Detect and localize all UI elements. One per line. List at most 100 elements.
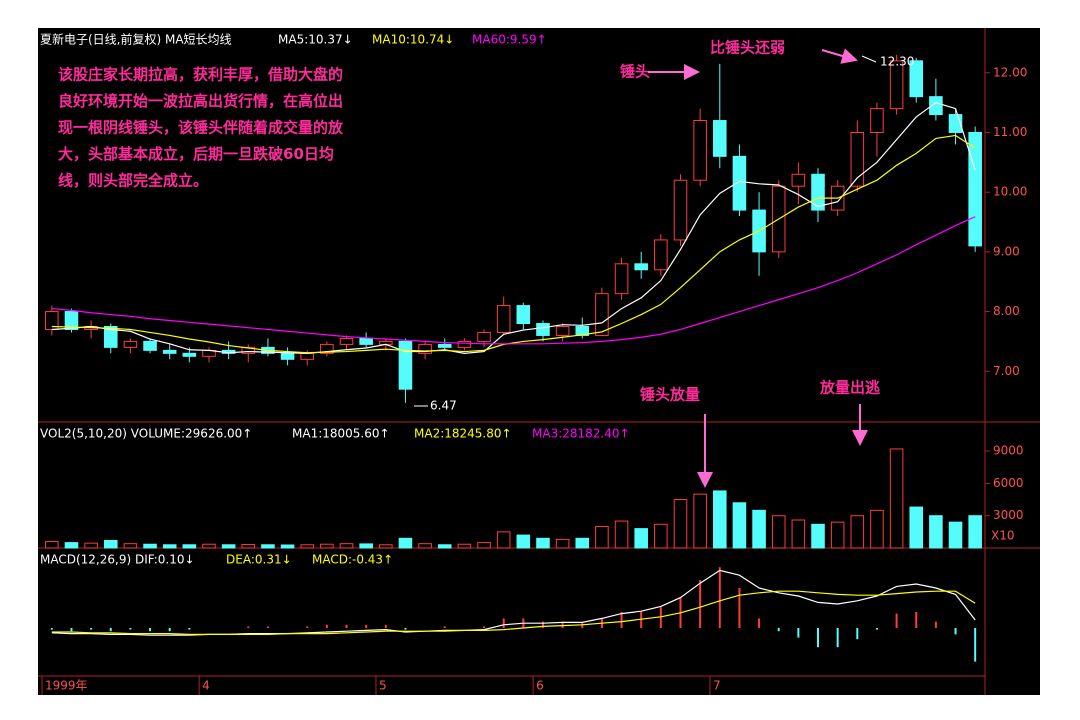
candle-body	[103, 325, 118, 348]
volume-bar	[300, 544, 315, 549]
candle-body	[850, 131, 865, 187]
volume-bar	[870, 509, 884, 549]
note-text: 线，则头部完全成立。	[58, 172, 208, 190]
volume-bar	[339, 543, 354, 549]
volume-bar	[261, 544, 275, 549]
volume-bar	[811, 523, 825, 549]
candle-body	[477, 331, 491, 342]
note-text: 良好环境开始一波拉高出货行情，在高位出	[58, 92, 343, 110]
volume-bar	[830, 521, 845, 549]
volume-bar	[202, 543, 216, 549]
legend-entry: MACD:-0.43↑	[312, 553, 393, 567]
candle-body	[791, 173, 806, 187]
volume-bar	[732, 502, 747, 549]
candle-body	[614, 263, 629, 295]
volume-bar	[221, 544, 236, 549]
candle-body	[398, 340, 413, 390]
volume-bar	[929, 515, 943, 549]
volume-bar	[320, 543, 334, 549]
candle-body	[320, 343, 334, 354]
volume-bar	[752, 509, 766, 549]
volume-bar	[182, 544, 197, 549]
ma-line	[51, 101, 976, 354]
volume-bar	[791, 519, 806, 549]
candle-body	[536, 323, 550, 336]
y-tick-label: 8.00	[993, 304, 1020, 318]
volume-bar	[595, 525, 609, 549]
legend-entry: MA5:10.37↓	[278, 33, 353, 47]
candle-body	[811, 173, 825, 211]
volume-bar	[673, 499, 688, 549]
candle-body	[143, 340, 157, 351]
candle-body	[496, 305, 511, 333]
chart-title: 夏新电子(日线,前复权) MA短长均线	[40, 32, 232, 47]
volume-bar	[123, 543, 138, 549]
annotation: 12.30	[880, 55, 914, 69]
volume-bar	[398, 537, 413, 549]
candle-body	[300, 352, 315, 360]
y-tick-label: 9.00	[993, 244, 1020, 258]
macd-line	[51, 590, 976, 635]
candle-body	[182, 352, 197, 357]
volume-bar	[536, 537, 550, 549]
candle-body	[634, 263, 648, 271]
chart-background	[38, 28, 1040, 695]
candle-body	[437, 343, 452, 348]
candle-body	[909, 60, 924, 98]
chart-title: VOL2(5,10,20) VOLUME:29626.00↑	[40, 427, 252, 441]
volume-bar	[280, 544, 295, 549]
legend-entry: MA1:18005.60↑	[292, 427, 390, 441]
ma-line	[51, 134, 976, 354]
candle-body	[712, 120, 727, 157]
candle-body	[929, 96, 943, 116]
legend-entry: MA2:18245.80↑	[414, 427, 512, 441]
y-tick-label: 9000	[993, 444, 1024, 458]
volume-bar	[162, 544, 177, 549]
pointer	[861, 55, 877, 63]
x-tick-label: 4	[202, 679, 210, 693]
legend-entry: MA3:28182.40↑	[532, 427, 630, 441]
candle-body	[889, 60, 904, 110]
volume-bar	[654, 523, 668, 549]
ma-line	[51, 216, 976, 345]
volume-bar	[771, 515, 786, 549]
volume-bar	[64, 542, 79, 549]
volume-bar	[968, 515, 982, 549]
volume-bar	[437, 544, 452, 549]
legend-entry: MA10:10.74↓	[372, 33, 454, 47]
volume-bar	[477, 542, 491, 549]
candle-body	[162, 349, 177, 354]
note-text: 该股庄家长期拉高，获利丰厚，借助大盘的	[58, 66, 343, 84]
candle-body	[654, 239, 668, 271]
candle-body	[673, 179, 688, 241]
volume-bar	[555, 538, 570, 549]
arrow	[821, 48, 858, 64]
volume-bar	[103, 539, 118, 549]
volume-bar	[241, 544, 256, 549]
unit-label: X10	[991, 529, 1015, 543]
volume-bar	[889, 448, 904, 549]
volume-bar	[850, 515, 865, 549]
candle-body	[595, 293, 609, 336]
y-tick-label: 7.00	[993, 364, 1020, 378]
x-tick-label: 7	[713, 679, 721, 693]
volume-bar	[614, 520, 629, 549]
x-tick-label: 6	[536, 679, 544, 693]
volume-bar	[418, 543, 432, 549]
volume-bar	[457, 543, 472, 549]
volume-bar	[575, 537, 590, 549]
x-tick-label: 5	[379, 679, 387, 693]
annotation: 6.47	[430, 399, 457, 413]
y-tick-label: 6000	[993, 476, 1024, 490]
candle-body	[123, 340, 138, 348]
candle-body	[339, 337, 354, 345]
annotation: 锤头	[620, 63, 650, 81]
candle-body	[693, 120, 707, 181]
candle-body	[555, 325, 570, 336]
volume-bar	[379, 544, 393, 549]
annotation: 锤头放量	[640, 386, 700, 404]
candle-body	[732, 155, 747, 211]
volume-bar	[634, 528, 648, 549]
legend-entry: DEA:0.31↓	[226, 553, 292, 567]
